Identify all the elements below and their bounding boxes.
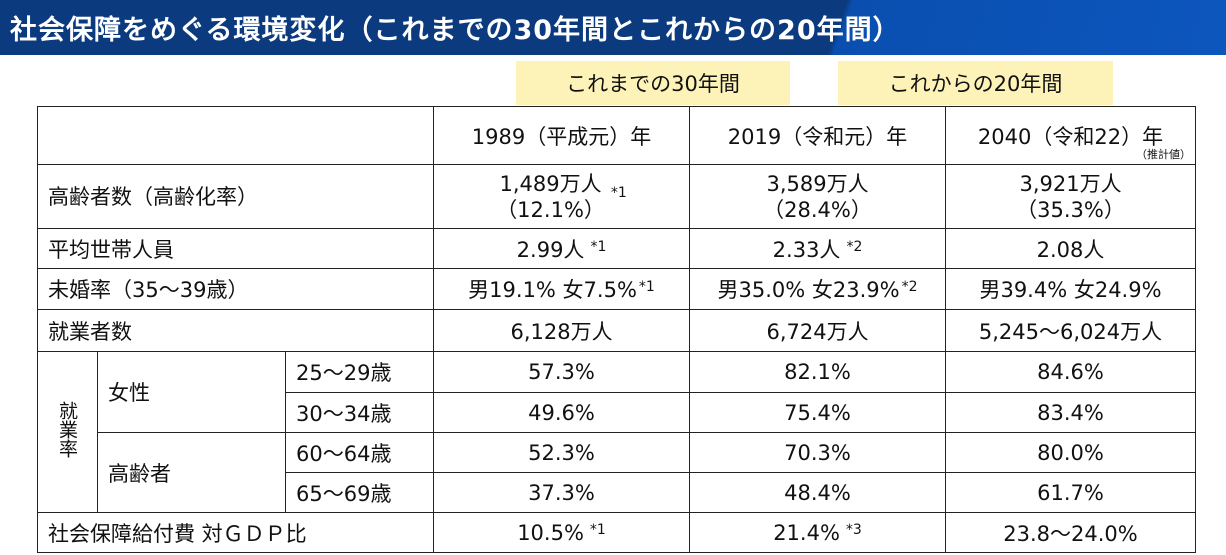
- age-label: 65～69歳: [284, 472, 435, 513]
- cell: 70.3%: [689, 432, 947, 473]
- cell: 23.8～24.0%: [945, 512, 1197, 553]
- age-label: 30～34歳: [284, 392, 435, 433]
- value: 2.99人: [516, 237, 585, 262]
- title-bar: 社会保障をめぐる環境変化（これまでの30年間とこれからの20年間）: [0, 0, 1226, 55]
- group-label: 女性: [97, 351, 286, 433]
- cell: 2.99人 *1: [433, 228, 691, 269]
- table-row: 平均世帯人員 2.99人 *1 2.33人 *2 2.08人: [36, 228, 1197, 269]
- value: 3,589万人: [766, 171, 869, 196]
- row-label: 未婚率（35～39歳）: [36, 268, 435, 310]
- cell: 男19.1% 女7.5% *1: [433, 268, 691, 310]
- column-header: 2040（令和22）年 （推計値）: [945, 106, 1197, 165]
- cell: 3,921万人 （35.3%）: [945, 164, 1197, 229]
- cell: 52.3%: [433, 432, 691, 473]
- value: 男35.0% 女23.9%: [717, 278, 900, 302]
- column-header: 2019（令和元）年: [689, 106, 947, 165]
- page-title: 社会保障をめぐる環境変化（これまでの30年間とこれからの20年間）: [10, 15, 901, 46]
- table-row: 未婚率（35～39歳） 男19.1% 女7.5% *1 男35.0% 女23.9%…: [36, 268, 1197, 310]
- footnote-mark: *1: [589, 521, 606, 538]
- footnote-mark: *1: [610, 184, 627, 201]
- cell: 61.7%: [945, 472, 1197, 513]
- column-header: 1989（平成元）年: [433, 106, 691, 165]
- value: 21.4%: [773, 520, 840, 545]
- table-row: 高齢者数（高齢化率） 1,489万人 （12.1%） *1 3,589万人 （28.4…: [36, 164, 1197, 229]
- cell: 1,489万人 （12.1%） *1: [433, 164, 691, 229]
- table-row: 高齢者 60～64歳 52.3% 70.3% 80.0%: [38, 432, 1197, 513]
- value: 3,921万人: [1019, 171, 1122, 196]
- cell: 2.08人: [945, 228, 1197, 269]
- cell: 48.4%: [689, 472, 947, 513]
- row-label: 就業率: [56, 401, 78, 458]
- footnote-mark: *1: [638, 279, 655, 295]
- table-row: 就業率 女性 25～29歳 57.3% 82.1% 84.6%: [37, 351, 1197, 513]
- row-label: 平均世帯人員: [36, 228, 435, 269]
- footnote-mark: *2: [846, 238, 863, 255]
- cell: 3,589万人 （28.4%）: [689, 164, 947, 229]
- group-label: 高齢者: [97, 432, 286, 513]
- value: （28.4%）: [763, 197, 872, 222]
- header-empty: [36, 106, 435, 165]
- value: （12.1%）: [496, 197, 605, 222]
- column-note: （推計値）: [1136, 148, 1192, 161]
- cell: 6,724万人: [689, 309, 947, 352]
- comparison-table: 1989（平成元）年 2019（令和元）年 2040（令和22）年 （推計値） 高…: [36, 106, 1197, 553]
- cell: 75.4%: [689, 392, 947, 433]
- table-row: 社会保障給付費 対ＧＤＰ比 10.5% *1 21.4% *3 23.8～24.0%: [36, 512, 1197, 553]
- value: 10.5%: [517, 520, 584, 545]
- column-header-label: 2040（令和22）年: [977, 124, 1164, 149]
- employment-rate-label: 就業率: [37, 351, 98, 513]
- value: 男19.1% 女7.5%: [468, 278, 637, 302]
- row-label: 社会保障給付費 対ＧＤＰ比: [36, 512, 435, 553]
- age-label: 60～64歳: [284, 432, 435, 473]
- period-label-future: これからの20年間: [838, 61, 1113, 105]
- row-label: 就業者数: [36, 309, 435, 352]
- cell: 男39.4% 女24.9%: [945, 268, 1197, 310]
- table-row: 就業者数 6,128万人 6,724万人 5,245～6,024万人: [36, 309, 1197, 352]
- age-label: 25～29歳: [284, 351, 435, 393]
- cell: 10.5% *1: [433, 512, 691, 553]
- cell: 5,245～6,024万人: [945, 309, 1197, 352]
- cell: 49.6%: [433, 392, 691, 433]
- footnote-mark: *3: [845, 521, 862, 538]
- footnote-mark: *1: [590, 238, 607, 255]
- cell: 83.4%: [945, 392, 1197, 433]
- value: （35.3%）: [1016, 197, 1125, 222]
- row-label: 高齢者数（高齢化率）: [36, 164, 435, 229]
- header-row: 1989（平成元）年 2019（令和元）年 2040（令和22）年 （推計値）: [36, 106, 1197, 165]
- cell: 2.33人 *2: [689, 228, 947, 269]
- value: 2.33人: [772, 237, 841, 262]
- cell: 82.1%: [689, 351, 947, 393]
- cell: 37.3%: [433, 472, 691, 513]
- cell: 84.6%: [945, 351, 1197, 393]
- footnote-mark: *2: [901, 279, 918, 295]
- cell: 21.4% *3: [689, 512, 947, 553]
- period-label-past: これまでの30年間: [516, 61, 790, 105]
- value: 1,489万人: [499, 171, 602, 196]
- cell: 男35.0% 女23.9% *2: [689, 268, 947, 310]
- cell: 6,128万人: [433, 309, 691, 352]
- cell: 57.3%: [433, 351, 691, 393]
- cell: 80.0%: [945, 432, 1197, 473]
